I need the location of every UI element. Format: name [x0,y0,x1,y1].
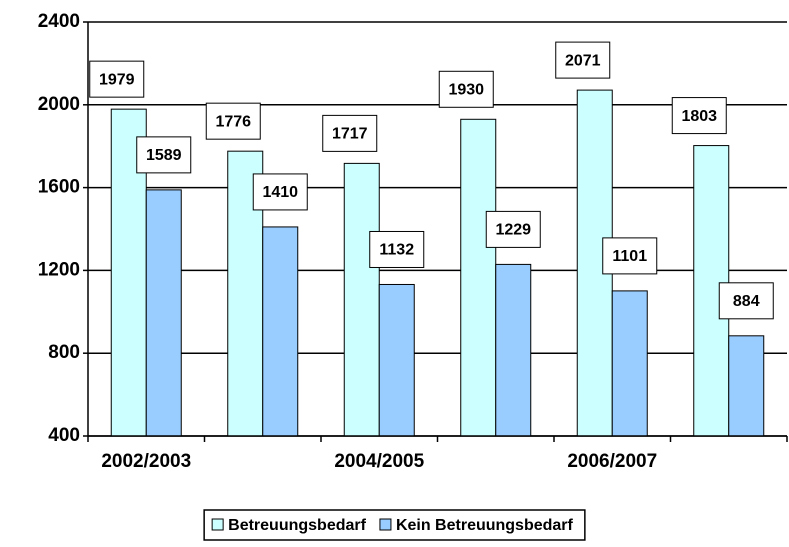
legend-swatch [379,518,392,531]
value-label: 1229 [495,222,531,239]
value-label-box [555,41,611,79]
value-label: 1132 [379,242,414,259]
bar [460,118,497,437]
value-label-box [205,102,261,140]
value-label: 1803 [681,108,717,125]
value-label-box [322,114,378,152]
x-tick-label: 2004/2005 [334,451,424,472]
value-label-box [369,230,425,268]
bar [145,189,182,437]
value-label-box [602,237,658,275]
value-label: 2071 [565,52,601,69]
legend-label: Kein Betreuungsbedarf [396,517,574,534]
value-label-box [89,60,145,98]
value-label: 1410 [262,184,298,201]
bar [728,335,765,437]
bar [495,263,532,437]
bar [262,226,299,437]
value-label: 1979 [99,71,135,88]
bar [611,290,648,437]
value-label: 1776 [215,113,251,130]
legend: Betreuungsbedarf Kein Betreuungsbedarf [203,509,586,541]
legend-label: Betreuungsbedarf [228,517,366,534]
value-label: 1930 [448,82,484,99]
value-label: 884 [733,293,760,310]
value-label-box [438,70,494,108]
y-tick-label: 1200 [38,259,80,280]
bar [378,283,415,437]
value-label: 1589 [146,147,182,164]
y-tick-label: 2000 [38,94,80,115]
value-label-box [485,210,541,248]
x-tick-label: 2006/2007 [567,451,657,472]
y-tick-label: 400 [48,425,80,446]
legend-swatch [211,518,224,531]
value-label: 1101 [612,248,647,265]
y-tick-label: 800 [48,342,80,363]
value-label-box [252,173,308,211]
value-label-box [136,136,192,174]
value-label-box [671,97,727,135]
value-label-box [718,282,774,320]
y-tick-label: 1600 [38,177,80,198]
y-tick-label: 2400 [38,11,80,32]
value-label: 1717 [332,126,368,143]
bar [343,162,380,437]
legend-box [203,509,586,541]
x-tick-label: 2002/2003 [101,451,191,472]
